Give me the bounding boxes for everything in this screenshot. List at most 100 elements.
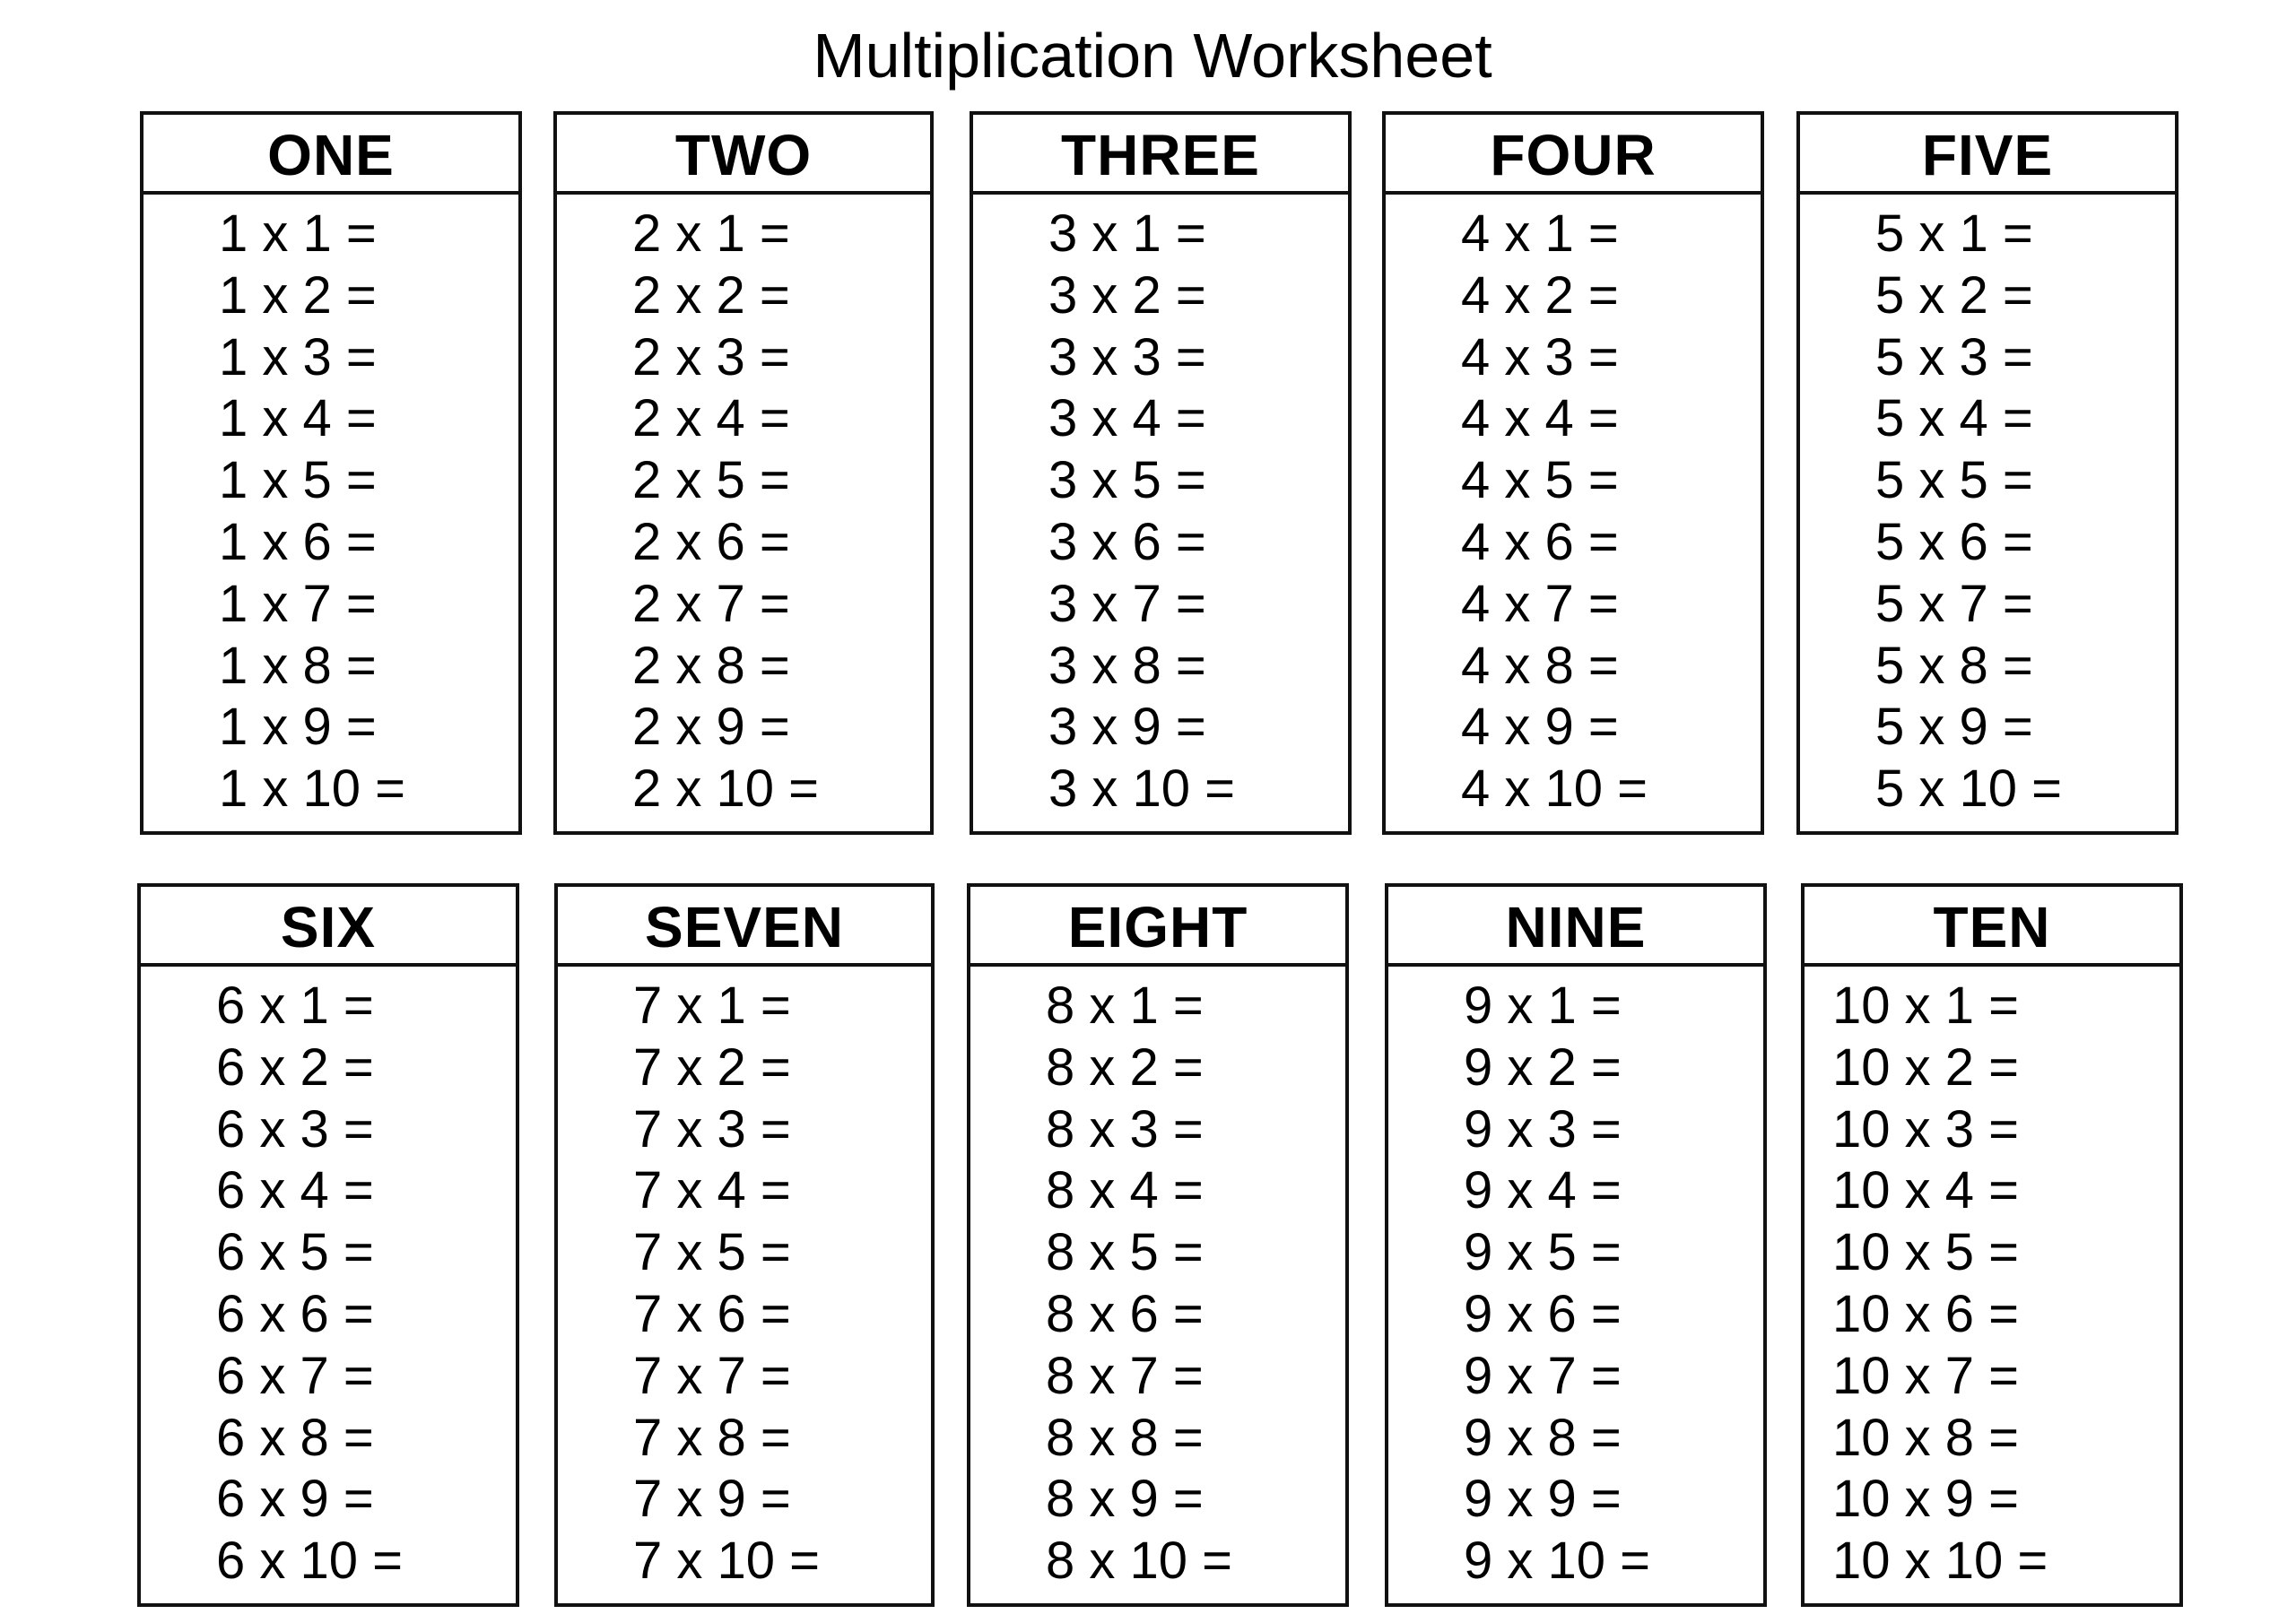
- problem-line: 2 x 2 =: [632, 265, 790, 325]
- problem-line: 2 x 8 =: [632, 636, 790, 695]
- table-heading: SIX: [141, 887, 516, 967]
- problem-line: 5 x 2 =: [1875, 265, 2033, 325]
- table-heading: NINE: [1388, 887, 1763, 967]
- problem-line: 3 x 2 =: [1048, 265, 1206, 325]
- problem-line: 4 x 1 =: [1461, 204, 1619, 263]
- problem-line: 1 x 8 =: [219, 636, 377, 695]
- problem-line: 2 x 9 =: [632, 698, 790, 757]
- problem-line: 7 x 9 =: [633, 1470, 791, 1529]
- page-title: Multiplication Worksheet: [813, 21, 1492, 91]
- problem-list: 6 x 1 = 6 x 2 = 6 x 3 = 6 x 4 = 6 x 5 = 6 x 6…: [141, 967, 516, 1593]
- problem-line: 6 x 5 =: [216, 1223, 374, 1282]
- problem-list: 3 x 1 = 3 x 2 = 3 x 3 = 3 x 4 = 3 x 5 = 3 x 6…: [973, 195, 1348, 820]
- problem-line: 3 x 9 =: [1048, 698, 1206, 757]
- problem-line: 8 x 3 =: [1046, 1099, 1204, 1159]
- times-table-seven: SEVEN 7 x 1 = 7 x 2 = 7 x 3 = 7 x 4 = 7 x 5 =…: [554, 883, 935, 1607]
- problem-line: 3 x 6 =: [1048, 512, 1206, 571]
- problem-line: 2 x 5 =: [632, 451, 790, 510]
- problem-line: 1 x 4 =: [219, 389, 377, 448]
- problem-line: 3 x 5 =: [1048, 451, 1206, 510]
- problem-line: 3 x 4 =: [1048, 389, 1206, 448]
- problem-line: 8 x 5 =: [1046, 1223, 1204, 1282]
- problem-line: 8 x 6 =: [1046, 1284, 1204, 1343]
- problem-line: 9 x 8 =: [1464, 1408, 1622, 1467]
- problem-line: 7 x 4 =: [633, 1161, 791, 1220]
- problem-line: 3 x 8 =: [1048, 636, 1206, 695]
- problem-list: 5 x 1 = 5 x 2 = 5 x 3 = 5 x 4 = 5 x 5 = 5 x 6…: [1800, 195, 2175, 820]
- problem-line: 1 x 6 =: [219, 512, 377, 571]
- problem-line: 8 x 4 =: [1046, 1161, 1204, 1220]
- problem-line: 7 x 6 =: [633, 1284, 791, 1343]
- problem-line: 10 x 8 =: [1832, 1408, 2019, 1467]
- problem-line: 1 x 5 =: [219, 451, 377, 510]
- problem-line: 6 x 10 =: [216, 1532, 403, 1591]
- problem-line: 8 x 9 =: [1046, 1470, 1204, 1529]
- problem-line: 2 x 7 =: [632, 574, 790, 633]
- table-heading: TWO: [557, 115, 930, 195]
- problem-line: 10 x 9 =: [1832, 1470, 2019, 1529]
- problem-line: 6 x 7 =: [216, 1346, 374, 1405]
- problem-line: 7 x 7 =: [633, 1346, 791, 1405]
- problem-line: 6 x 4 =: [216, 1161, 374, 1220]
- table-heading: FOUR: [1386, 115, 1761, 195]
- problem-line: 6 x 2 =: [216, 1037, 374, 1097]
- times-table-nine: NINE 9 x 1 = 9 x 2 = 9 x 3 = 9 x 4 = 9 x 5 = 9…: [1385, 883, 1767, 1607]
- problem-line: 5 x 8 =: [1875, 636, 2033, 695]
- problem-line: 7 x 3 =: [633, 1099, 791, 1159]
- problem-line: 6 x 9 =: [216, 1470, 374, 1529]
- problem-line: 4 x 3 =: [1461, 327, 1619, 386]
- problem-line: 2 x 6 =: [632, 512, 790, 571]
- problem-line: 5 x 7 =: [1875, 574, 2033, 633]
- problem-line: 8 x 7 =: [1046, 1346, 1204, 1405]
- problem-line: 5 x 6 =: [1875, 512, 2033, 571]
- problem-line: 9 x 1 =: [1464, 976, 1622, 1035]
- problem-line: 1 x 10 =: [219, 759, 405, 819]
- problem-line: 1 x 7 =: [219, 574, 377, 633]
- problem-line: 10 x 5 =: [1832, 1223, 2019, 1282]
- problem-line: 4 x 2 =: [1461, 265, 1619, 325]
- problem-list: 1 x 1 = 1 x 2 = 1 x 3 = 1 x 4 = 1 x 5 = 1 x 6…: [144, 195, 518, 820]
- table-heading: THREE: [973, 115, 1348, 195]
- problem-line: 9 x 10 =: [1464, 1532, 1650, 1591]
- table-heading: ONE: [144, 115, 518, 195]
- problem-line: 7 x 1 =: [633, 976, 791, 1035]
- problem-line: 5 x 5 =: [1875, 451, 2033, 510]
- problem-line: 1 x 9 =: [219, 698, 377, 757]
- problem-line: 1 x 3 =: [219, 327, 377, 386]
- table-heading: FIVE: [1800, 115, 2175, 195]
- problem-line: 8 x 8 =: [1046, 1408, 1204, 1467]
- problem-line: 10 x 4 =: [1832, 1161, 2019, 1220]
- problem-line: 5 x 1 =: [1875, 204, 2033, 263]
- times-table-eight: EIGHT 8 x 1 = 8 x 2 = 8 x 3 = 8 x 4 = 8 x 5 =…: [967, 883, 1349, 1607]
- times-table-four: FOUR 4 x 1 = 4 x 2 = 4 x 3 = 4 x 4 = 4 x 5 = 4…: [1382, 111, 1764, 835]
- problem-list: 9 x 1 = 9 x 2 = 9 x 3 = 9 x 4 = 9 x 5 = 9 x 6…: [1388, 967, 1763, 1593]
- problem-line: 5 x 10 =: [1875, 759, 2062, 819]
- problem-line: 4 x 8 =: [1461, 636, 1619, 695]
- problem-line: 4 x 6 =: [1461, 512, 1619, 571]
- problem-line: 8 x 1 =: [1046, 976, 1204, 1035]
- times-table-five: FIVE 5 x 1 = 5 x 2 = 5 x 3 = 5 x 4 = 5 x 5 = 5…: [1796, 111, 2179, 835]
- problem-line: 7 x 2 =: [633, 1037, 791, 1097]
- problem-line: 6 x 3 =: [216, 1099, 374, 1159]
- problem-line: 5 x 3 =: [1875, 327, 2033, 386]
- problem-line: 3 x 1 =: [1048, 204, 1206, 263]
- problem-line: 10 x 2 =: [1832, 1037, 2019, 1097]
- problem-line: 9 x 2 =: [1464, 1037, 1622, 1097]
- problem-list: 8 x 1 = 8 x 2 = 8 x 3 = 8 x 4 = 8 x 5 = 8 x 6…: [970, 967, 1345, 1593]
- problem-line: 5 x 9 =: [1875, 698, 2033, 757]
- problem-line: 1 x 2 =: [219, 265, 377, 325]
- problem-line: 3 x 3 =: [1048, 327, 1206, 386]
- table-heading: EIGHT: [970, 887, 1345, 967]
- problem-line: 4 x 7 =: [1461, 574, 1619, 633]
- times-table-ten: TEN 10 x 1 = 10 x 2 = 10 x 3 = 10 x 4 = 10 x …: [1801, 883, 2183, 1607]
- table-heading: SEVEN: [558, 887, 931, 967]
- problem-line: 2 x 3 =: [632, 327, 790, 386]
- problem-line: 8 x 10 =: [1046, 1532, 1232, 1591]
- problem-line: 4 x 10 =: [1461, 759, 1648, 819]
- times-table-one: ONE 1 x 1 = 1 x 2 = 1 x 3 = 1 x 4 = 1 x 5 = 1 …: [140, 111, 522, 835]
- problem-list: 10 x 1 = 10 x 2 = 10 x 3 = 10 x 4 = 10 x 5 =…: [1805, 967, 2179, 1593]
- problem-line: 6 x 1 =: [216, 976, 374, 1035]
- problem-line: 3 x 10 =: [1048, 759, 1235, 819]
- problem-line: 9 x 5 =: [1464, 1223, 1622, 1282]
- problem-line: 9 x 3 =: [1464, 1099, 1622, 1159]
